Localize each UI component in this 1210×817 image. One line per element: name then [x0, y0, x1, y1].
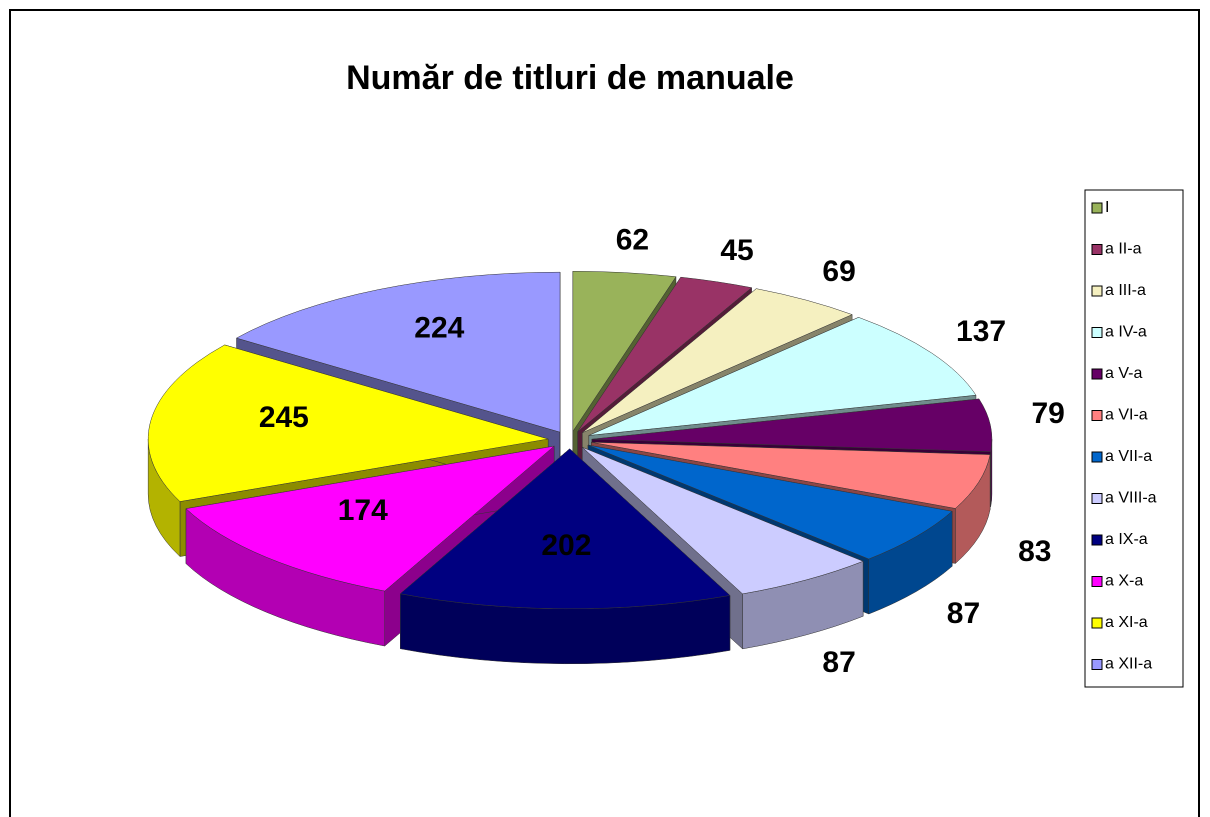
legend-box — [1084, 189, 1184, 688]
slice-top — [591, 441, 991, 509]
legend-swatch — [1091, 244, 1103, 255]
slice-top — [587, 444, 953, 560]
legend-label: a VIII-a — [1105, 490, 1157, 507]
slice-top — [572, 271, 677, 433]
legend-label: a III-a — [1105, 282, 1146, 299]
value-label: 174 — [338, 494, 388, 527]
value-label: 45 — [720, 234, 753, 267]
legend-swatch — [1091, 451, 1103, 463]
legend-swatch — [1091, 327, 1103, 338]
slice-top — [582, 447, 864, 595]
legend-swatch — [1091, 576, 1103, 587]
slice-top — [235, 271, 561, 433]
slice-top — [185, 445, 556, 592]
value-label: 69 — [822, 255, 855, 288]
value-label: 245 — [259, 401, 309, 434]
value-label: 87 — [822, 646, 855, 679]
value-label: 79 — [1031, 397, 1064, 430]
legend-label: a VI-a — [1105, 407, 1148, 424]
value-label: 137 — [956, 315, 1006, 348]
legend-label: a IV-a — [1105, 324, 1147, 341]
legend-label: a II-a — [1105, 241, 1142, 258]
value-label: 202 — [541, 529, 591, 562]
slice — [399, 448, 731, 665]
legend-label: I — [1105, 199, 1109, 216]
legend-label: a VII-a — [1105, 448, 1152, 465]
legend-label: a V-a — [1105, 365, 1142, 382]
value-label: 62 — [616, 224, 649, 257]
legend-swatch — [1091, 410, 1103, 421]
legend-label: a X-a — [1105, 573, 1143, 590]
legend-swatch — [1091, 202, 1103, 214]
slice — [185, 445, 556, 647]
slice-top — [582, 288, 853, 433]
legend-swatch — [1091, 368, 1103, 380]
legend-swatch — [1091, 493, 1103, 504]
legend-swatch — [1091, 659, 1103, 670]
legend-swatch — [1091, 617, 1103, 629]
value-label: 87 — [947, 597, 980, 630]
slice-top — [399, 448, 731, 610]
legend-swatch — [1091, 534, 1103, 546]
slice-top — [147, 344, 549, 502]
value-label: 224 — [414, 311, 464, 344]
legend-label: a IX-a — [1105, 531, 1148, 548]
slice-top — [588, 317, 977, 436]
value-label: 83 — [1018, 535, 1051, 568]
slice-top — [591, 398, 993, 452]
slice-top — [577, 276, 753, 432]
chart-title: Număr de titluri de manuale — [346, 59, 794, 97]
legend-swatch — [1091, 285, 1103, 297]
legend-label: a XII-a — [1105, 656, 1152, 673]
legend-label: a XI-a — [1105, 614, 1148, 631]
